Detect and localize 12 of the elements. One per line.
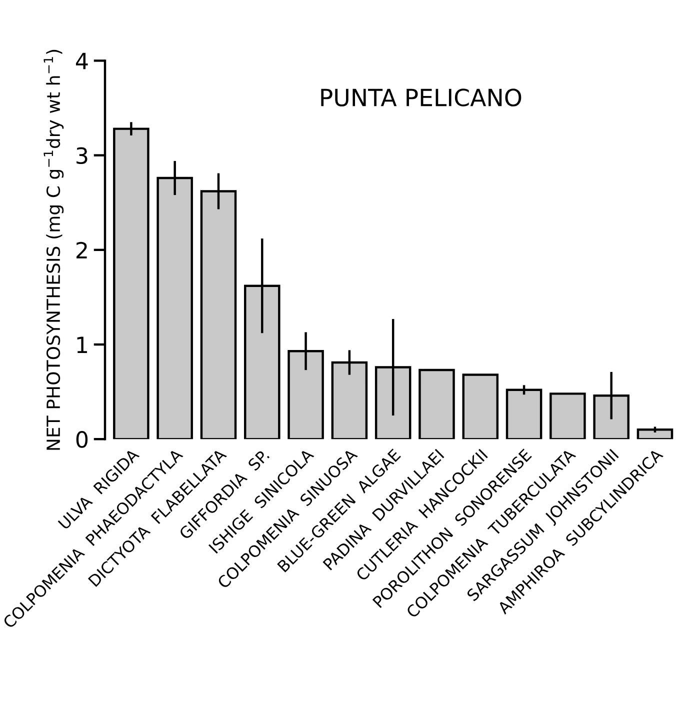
y-tick-label: 1 bbox=[77, 336, 87, 353]
bar bbox=[550, 392, 586, 440]
y-axis-title: NET PHOTOSYNTHESIS (mg C g$^{−1}$dry wt h$^{−1}$) bbox=[44, 50, 64, 450]
y-tick-label: 0 bbox=[76, 431, 88, 448]
y-tick-label: 3 bbox=[76, 147, 88, 164]
y-tick-label: 4 bbox=[76, 52, 88, 70]
bar bbox=[462, 374, 499, 440]
bar bbox=[636, 428, 674, 440]
bar bbox=[506, 388, 542, 440]
y-tick-label: 2 bbox=[76, 242, 87, 258]
text: PUNTA PELICANO bbox=[321, 88, 522, 106]
bar bbox=[418, 368, 455, 440]
